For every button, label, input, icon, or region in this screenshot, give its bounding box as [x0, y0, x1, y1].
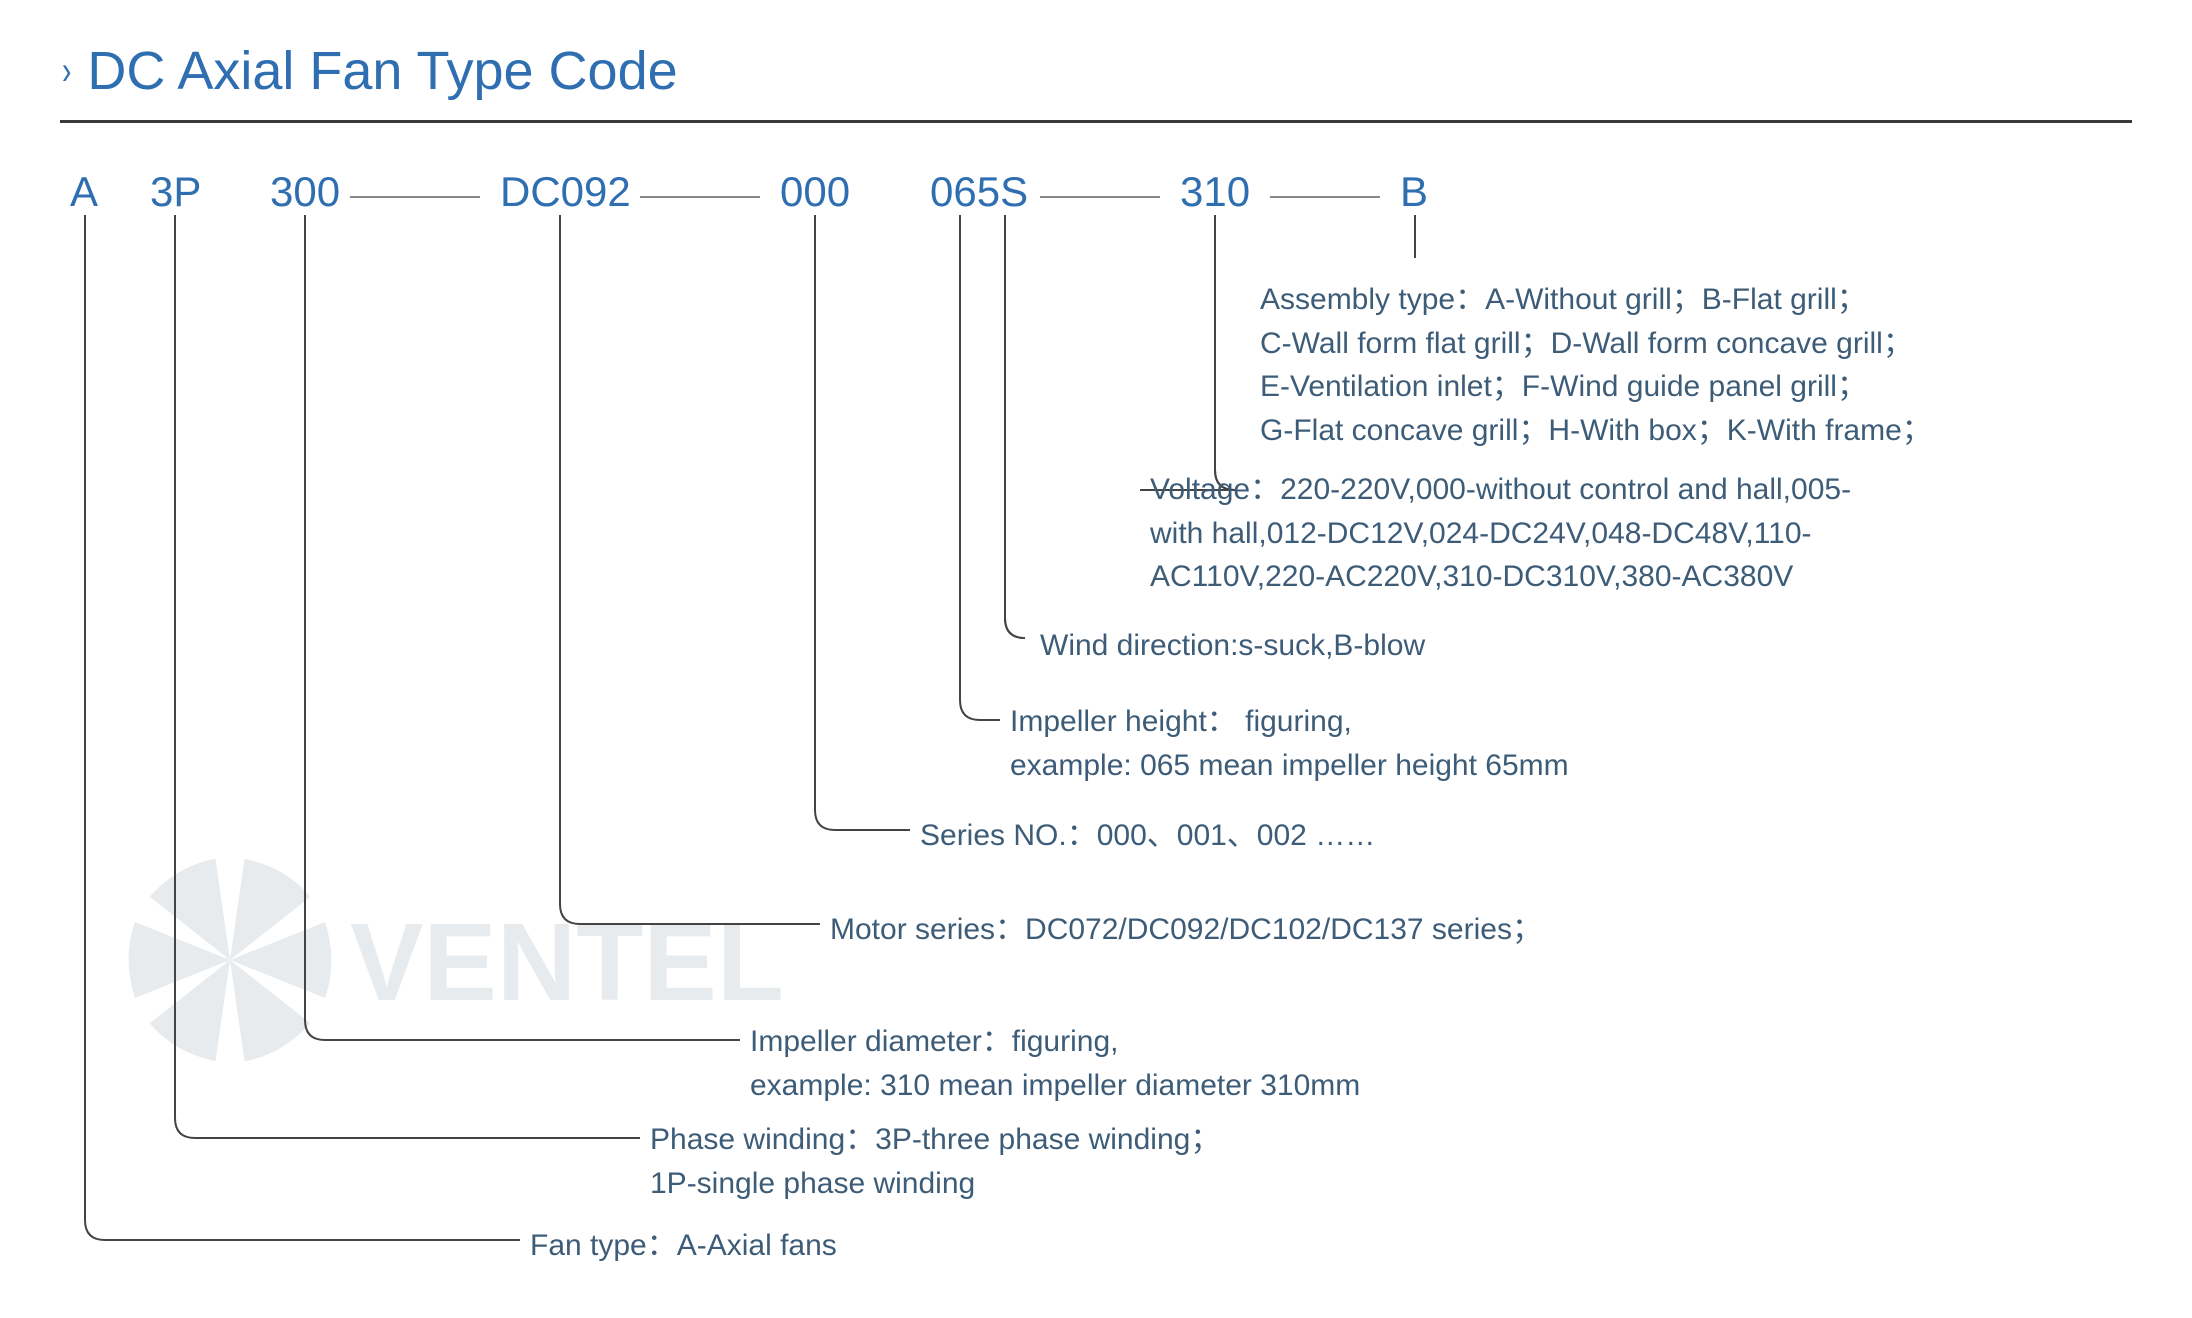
segment-assembly-type: B [1400, 168, 1428, 216]
label-impeller-height: Impeller height： figuring,example: 065 m… [1010, 700, 1910, 787]
label-fan-type: Fan type：A-Axial fans [530, 1224, 1530, 1268]
label-text: Motor series：DC072/DC092/DC102/DC137 ser… [830, 913, 1542, 946]
horizontal-rule [60, 120, 2132, 123]
label-text: Voltage：220-220V,000-without control and… [1150, 473, 1851, 593]
label-text: Series NO.：000、001、002 …… [920, 819, 1375, 852]
segment-motor-series: DC092 [500, 168, 631, 216]
page: VENTEL › DC Axial Fan Type Code A 3P 300… [0, 0, 2192, 1318]
label-motor-series: Motor series：DC072/DC092/DC102/DC137 ser… [830, 908, 1830, 952]
title-text: DC Axial Fan Type Code [87, 40, 677, 102]
segment-voltage: 310 [1180, 168, 1250, 216]
label-text: Phase winding：3P-three phase winding；1P-… [650, 1123, 1220, 1200]
label-series-no: Series NO.：000、001、002 …… [920, 814, 1820, 858]
segment-fan-type: A [70, 168, 98, 216]
segment-series-no: 000 [780, 168, 850, 216]
code-dash [1040, 196, 1160, 198]
segment-phase-winding: 3P [150, 168, 201, 216]
segment-impeller-diameter: 300 [270, 168, 340, 216]
segment-impeller-height: 065S [930, 168, 1028, 216]
title-row: › DC Axial Fan Type Code [60, 40, 678, 102]
watermark: VENTEL [120, 820, 800, 1100]
svg-text:VENTEL: VENTEL [350, 901, 784, 1024]
label-voltage: Voltage：220-220V,000-without control and… [1150, 468, 2130, 599]
label-phase-winding: Phase winding：3P-three phase winding；1P-… [650, 1118, 1650, 1205]
label-text: Fan type：A-Axial fans [530, 1229, 837, 1262]
label-impeller-diameter: Impeller diameter：figuring,example: 310 … [750, 1020, 1750, 1107]
label-text: Wind direction:s-suck,B-blow [1040, 629, 1425, 662]
label-text: Impeller height： figuring,example: 065 m… [1010, 705, 1569, 782]
code-dash [640, 196, 760, 198]
chevron-icon: › [62, 49, 71, 94]
code-dash [350, 196, 480, 198]
label-assembly-type: Assembly type：A-Without grill；B-Flat gri… [1260, 278, 2130, 452]
label-text: Assembly type：A-Without grill；B-Flat gri… [1260, 283, 1932, 447]
code-dash [1270, 196, 1380, 198]
label-text: Impeller diameter：figuring,example: 310 … [750, 1025, 1360, 1102]
label-wind-direction: Wind direction:s-suck,B-blow [1040, 624, 1940, 668]
